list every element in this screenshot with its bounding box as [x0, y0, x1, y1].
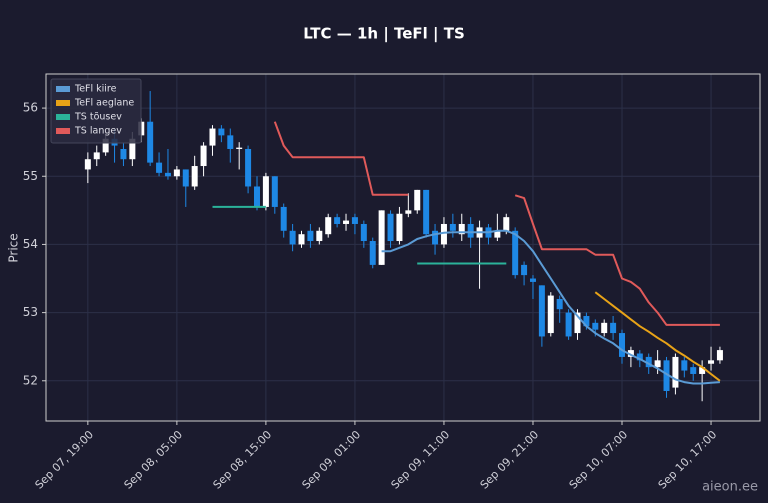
overlay-line — [381, 229, 720, 385]
legend-label: TeFl kiire — [74, 84, 117, 95]
candle-body — [672, 356, 679, 388]
legend-swatch — [56, 86, 70, 92]
legend-swatch — [56, 114, 70, 120]
candle-body — [387, 213, 394, 242]
candle-body — [316, 230, 323, 242]
candle-body — [280, 206, 287, 231]
candle-body — [654, 360, 661, 368]
candle-body — [583, 316, 590, 327]
candle-body — [565, 312, 572, 337]
candle-body — [529, 278, 536, 282]
candle-body — [601, 322, 608, 334]
legend-swatch — [56, 100, 70, 106]
y-tick-label: 54 — [23, 237, 38, 251]
candle-body — [619, 333, 626, 357]
candle-body — [592, 322, 599, 330]
candle-body — [627, 350, 634, 357]
candle-body — [494, 230, 501, 238]
candle-body — [467, 223, 474, 238]
overlay-line — [514, 194, 720, 326]
candle-body — [556, 298, 563, 310]
candle-body — [200, 145, 207, 167]
candle-body — [645, 356, 652, 368]
candle-body — [147, 121, 154, 163]
candle-body — [289, 230, 296, 245]
candle-body — [245, 148, 252, 187]
legend-label: TS langev — [74, 126, 122, 137]
candle-body — [182, 169, 189, 187]
candle-body — [708, 360, 715, 364]
candle-body — [173, 169, 180, 177]
candle-body — [512, 230, 519, 276]
candle-body — [636, 353, 643, 361]
candle-body — [369, 241, 376, 265]
candle-body — [440, 223, 447, 245]
overlay-line — [273, 121, 409, 196]
candle-body — [191, 166, 198, 187]
candle-body — [360, 223, 367, 242]
overlay-line — [594, 291, 721, 382]
candle-body — [343, 220, 350, 224]
candle-body — [449, 223, 456, 231]
candle-body — [503, 217, 510, 231]
candle-body — [164, 172, 171, 177]
y-tick-label: 56 — [23, 101, 38, 115]
candle-body — [209, 128, 216, 146]
plot-frame — [45, 73, 761, 422]
candle-body — [129, 138, 136, 160]
candle-body — [156, 162, 163, 173]
watermark: aieon.ee — [702, 480, 758, 495]
chart-title: LTC — 1h | TeFl | TS — [303, 25, 465, 44]
candle-body — [84, 159, 91, 170]
y-axis-label: Price — [7, 233, 21, 262]
legend-swatch — [56, 128, 70, 134]
candle-body — [681, 360, 688, 371]
candle-body — [307, 230, 314, 242]
candle-body — [325, 217, 332, 235]
candle-body — [414, 189, 421, 211]
candle-body — [227, 135, 234, 149]
candle-body — [351, 217, 358, 224]
legend-label: TeFl aeglane — [74, 98, 134, 109]
legend-box — [50, 78, 142, 144]
y-tick-label: 53 — [23, 305, 38, 319]
candle-body — [405, 210, 412, 214]
candle-body — [262, 176, 269, 207]
candle-body — [423, 189, 430, 235]
candle-body — [538, 285, 545, 337]
candle-body — [432, 230, 439, 245]
candle-body — [93, 152, 100, 160]
candle-body — [396, 213, 403, 242]
y-tick-label: 52 — [23, 373, 38, 387]
y-tick-label: 55 — [23, 169, 38, 183]
candle-body — [102, 138, 109, 153]
candle-body — [334, 217, 341, 224]
candle-body — [236, 147, 243, 149]
candle-body — [547, 295, 554, 334]
candle-body — [378, 210, 385, 265]
candle-body — [253, 186, 260, 207]
candle-body — [610, 322, 617, 334]
legend-label: TS tõusev — [74, 112, 122, 123]
candle-body — [120, 148, 127, 160]
candle-body — [458, 223, 465, 235]
candle-body — [271, 176, 278, 207]
candle-body — [699, 367, 706, 374]
candle-body — [663, 360, 670, 392]
candle-body — [716, 350, 723, 361]
candle-body — [521, 264, 528, 276]
candle-body — [298, 234, 305, 245]
candle-body — [690, 367, 697, 374]
candle-body — [574, 312, 581, 334]
candle-body — [218, 128, 225, 136]
